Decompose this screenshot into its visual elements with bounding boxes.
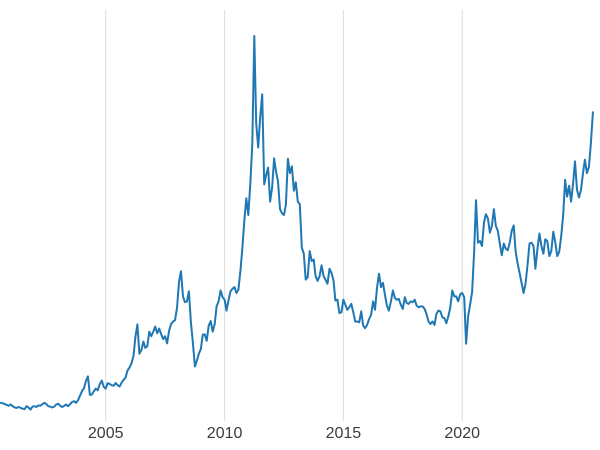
x-axis-tick-label: 2005 — [88, 425, 124, 442]
x-axis-tick-label: 2015 — [326, 425, 362, 442]
x-gridlines — [105, 10, 463, 421]
x-axis-tick-label: 2020 — [444, 425, 480, 442]
price-line-series — [0, 35, 594, 411]
x-axis-tick-labels: 2005 2010 2015 2020 — [88, 425, 480, 442]
x-axis-tick-label: 2010 — [207, 425, 243, 442]
